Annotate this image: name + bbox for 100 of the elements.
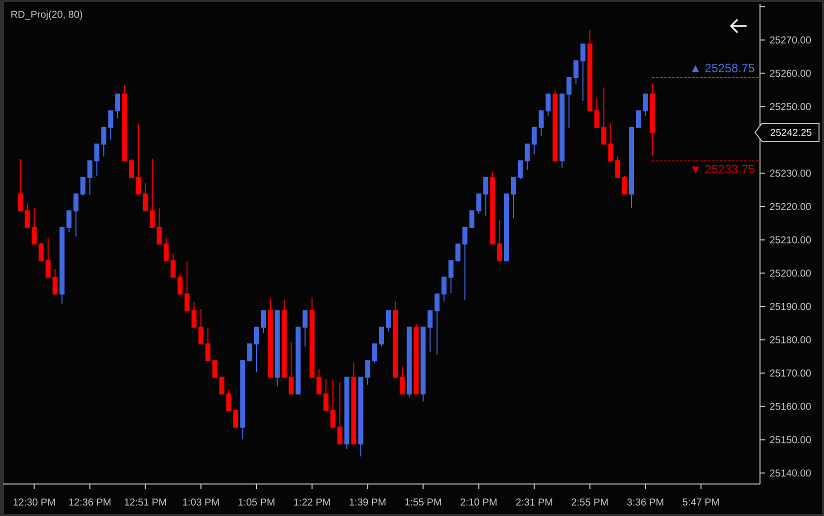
candlestick	[316, 368, 322, 394]
candlestick	[608, 122, 614, 162]
candlestick	[184, 260, 190, 312]
candlestick	[442, 276, 447, 302]
candlestick	[622, 175, 628, 195]
ref-line-label: ▼ 25233.75	[692, 164, 754, 174]
candlestick	[212, 360, 218, 378]
candlestick	[122, 84, 128, 162]
candlestick	[60, 226, 65, 304]
x-tick-label: 2:31 PM	[516, 498, 552, 506]
candlestick	[52, 268, 58, 294]
candlestick	[24, 202, 30, 228]
candlestick	[170, 252, 176, 278]
candlestick	[254, 326, 259, 373]
candlestick	[428, 310, 433, 353]
candlestick	[434, 293, 440, 356]
candlestick	[80, 176, 86, 196]
candlestick	[191, 302, 196, 328]
candlestick	[483, 176, 488, 216]
candlestick	[462, 226, 468, 300]
y-tick-label: 25140.00	[770, 469, 811, 477]
candlestick	[260, 310, 266, 334]
candlestick	[178, 273, 183, 294]
candlestick	[504, 194, 510, 262]
candlestick	[642, 94, 648, 116]
candlestick	[337, 382, 342, 444]
candlestick	[615, 155, 620, 178]
candlestick	[344, 376, 350, 450]
y-tick-label: 25250.00	[770, 103, 811, 110]
candlestick	[323, 378, 328, 412]
candlestick	[386, 310, 391, 332]
x-tick-label: 1:03 PM	[183, 498, 219, 506]
x-tick-label: 2:55 PM	[572, 498, 608, 506]
candlestick	[448, 260, 454, 294]
candlestick	[108, 110, 114, 140]
candlestick	[66, 210, 72, 233]
candlestick	[302, 310, 308, 347]
y-tick-label: 25230.00	[770, 170, 811, 177]
y-tick-label: 25190.00	[770, 302, 811, 310]
ref-line-label: ▲ 25258.75	[692, 64, 754, 72]
candlestick	[87, 160, 92, 196]
candlestick	[128, 158, 134, 178]
y-tick-label: 25270.00	[770, 36, 811, 44]
candlestick	[546, 94, 551, 116]
y-tick-label: 25150.00	[770, 436, 811, 444]
text: 25242.25	[770, 128, 812, 136]
candlestick	[150, 158, 155, 228]
candlestick	[296, 326, 301, 396]
candlestick	[274, 310, 280, 387]
candlestick	[233, 410, 238, 428]
candlestick	[136, 124, 141, 195]
candlestick	[358, 376, 364, 457]
candlestick	[650, 84, 655, 156]
candlestick	[587, 29, 592, 112]
candlestick	[497, 219, 502, 262]
candlestick	[518, 160, 523, 180]
candlestick	[142, 182, 148, 212]
x-tick-label: 5:47 PM	[682, 498, 719, 506]
candlestick	[240, 360, 246, 440]
candlestick	[552, 90, 558, 162]
y-tick-label: 25220.00	[770, 202, 811, 210]
candlestick	[414, 323, 419, 394]
candlestick	[310, 296, 315, 378]
y-tick-label: 25170.00	[770, 370, 811, 377]
candlestick	[420, 326, 426, 402]
candlestick	[365, 360, 370, 386]
candlestick	[268, 298, 273, 378]
x-tick-label: 3:36 PM	[627, 498, 664, 506]
candlestick	[510, 176, 516, 219]
candlestick	[406, 326, 412, 398]
candlestick	[46, 238, 51, 278]
candlestick	[566, 76, 572, 129]
candlestick	[115, 94, 120, 119]
x-tick-label: 1:39 PM	[350, 498, 386, 506]
x-tick-label: 1:05 PM	[238, 498, 274, 506]
y-tick-label: 25200.00	[770, 270, 811, 277]
candlestick	[205, 328, 210, 362]
candlestick	[73, 194, 78, 238]
candlestick	[379, 326, 384, 347]
y-tick-label: 25260.00	[770, 70, 811, 77]
y-tick-label: 25180.00	[770, 336, 811, 344]
x-tick-label: 1:55 PM	[405, 498, 441, 506]
candlestick	[524, 144, 530, 170]
candlestick	[455, 243, 460, 262]
x-tick-label: 12:36 PM	[69, 498, 110, 506]
candlestick	[629, 126, 634, 209]
candlestick	[636, 110, 641, 128]
candlestick	[351, 362, 356, 444]
candlestick	[330, 379, 336, 428]
x-tick-label: 12:30 PM	[14, 498, 55, 506]
candlestick	[560, 94, 565, 169]
candlestick	[573, 60, 578, 85]
candlestick	[247, 343, 252, 362]
x-tick-label: 2:10 PM	[460, 498, 497, 506]
candlestick	[198, 308, 204, 344]
y-tick-label: 25210.00	[770, 236, 811, 244]
candlestick	[400, 366, 405, 394]
candlestick	[18, 158, 23, 212]
x-tick-label: 12:51 PM	[124, 498, 166, 506]
candlestick	[490, 171, 496, 244]
